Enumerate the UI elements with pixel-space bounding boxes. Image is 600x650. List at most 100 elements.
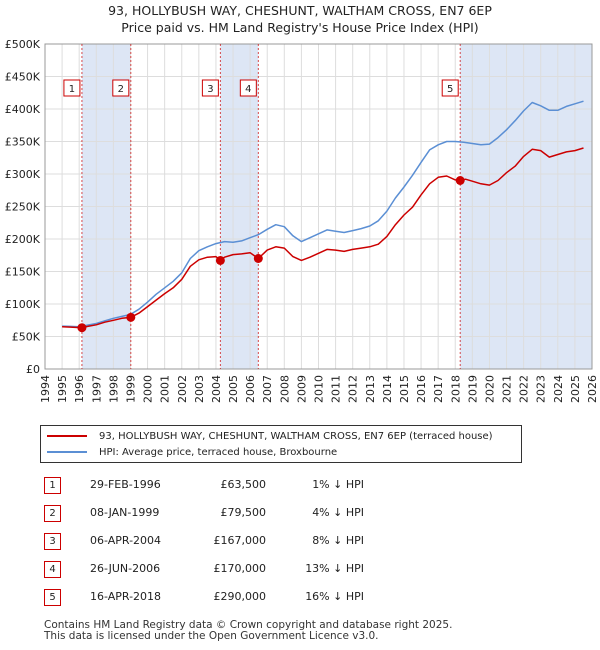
x-tick-label: 2004 [210,375,223,403]
y-tick-label: £350K [5,136,41,149]
x-tick-label: 2023 [535,375,548,403]
x-tick-label: 2013 [364,375,377,403]
sale-hpi-diff: 16% ↓ HPI [305,590,364,603]
footer-licence: This data is licensed under the Open Gov… [44,630,379,642]
x-tick-label: 1998 [107,375,120,403]
y-tick-label: £0 [26,363,40,376]
sale-label-number: 2 [118,84,124,95]
x-tick-label: 2020 [483,375,496,403]
sale-date: 08-JAN-1999 [90,506,160,519]
footer-copyright: Contains HM Land Registry data © Crown c… [44,619,453,631]
sale-label-box [441,79,459,97]
sales-table: 1 29-FEB-1996 £63,500 1% ↓ HPI 2 08-JAN-… [44,474,374,614]
sale-label-box [63,79,81,97]
sale-date: 29-FEB-1996 [90,478,161,491]
x-tick-label: 2015 [398,375,411,403]
sale-hpi-diff: 4% ↓ HPI [312,506,364,519]
sale-point [126,312,136,322]
sale-number-badge: 5 [44,589,61,606]
y-tick-label: £500K [5,38,41,51]
hpi-line [62,100,584,328]
x-tick-label: 1995 [56,375,69,403]
sale-row: 2 08-JAN-1999 £79,500 4% ↓ HPI [44,502,374,530]
x-tick-label: 2012 [347,375,360,403]
x-tick-label: 2025 [569,375,582,403]
sale-row: 1 29-FEB-1996 £63,500 1% ↓ HPI [44,474,374,502]
sale-date: 06-APR-2004 [90,534,162,547]
y-tick-label: £450K [5,71,41,84]
y-tick-label: £300K [5,168,41,181]
y-tick-label: £100K [5,298,41,311]
sale-point [215,255,225,265]
sale-point [77,323,87,333]
x-tick-label: 2024 [552,375,565,403]
x-tick-label: 2021 [501,375,514,403]
sale-row: 3 06-APR-2004 £167,000 8% ↓ HPI [44,530,374,558]
sale-row: 5 16-APR-2018 £290,000 16% ↓ HPI [44,586,374,614]
sale-row: 4 26-JUN-2006 £170,000 13% ↓ HPI [44,558,374,586]
sale-label-box [112,79,130,97]
price-chart: £0 £50K £100K £150K £200K £250K £300K £350K £400… [5,38,599,403]
x-tick-label: 2016 [415,375,428,403]
sale-number-badge: 1 [44,477,61,494]
x-tick-label: 2003 [193,375,206,403]
x-tick-label: 1996 [73,375,86,403]
x-tick-label: 2018 [449,375,462,403]
chart-subtitle: Price paid vs. HM Land Registry's House … [121,20,479,35]
y-tick-label: £400K [5,103,41,116]
x-tick-label: 2022 [518,375,531,403]
sale-price: £63,500 [220,478,267,491]
sale-hpi-diff: 1% ↓ HPI [312,478,364,491]
sale-number-badge: 2 [44,505,61,522]
y-tick-label: £250K [5,201,41,214]
sale-number-badge: 3 [44,533,61,550]
y-tick-label: £200K [5,233,41,246]
x-tick-label: 2008 [278,375,291,403]
legend: 93, HOLLYBUSH WAY, CHESHUNT, WALTHAM CRO… [40,425,522,463]
legend-property-swatch [47,435,87,437]
x-tick-label: 2007 [261,375,274,403]
x-tick-label: 2017 [432,375,445,403]
sale-number-badge: 4 [44,561,61,578]
legend-property-label: 93, HOLLYBUSH WAY, CHESHUNT, WALTHAM CRO… [99,430,493,442]
sale-label-box [239,79,257,97]
x-tick-label: 2014 [381,375,394,403]
sale-price: £290,000 [213,590,267,603]
sale-price: £79,500 [220,506,267,519]
x-tick-label: 2019 [466,375,479,403]
x-tick-label: 2006 [244,375,257,403]
x-tick-label: 1997 [90,375,103,403]
sale-label-box [201,79,219,97]
x-tick-label: 2011 [330,375,343,403]
y-tick-label: £150K [5,266,41,279]
sale-hpi-diff: 13% ↓ HPI [305,562,364,575]
sale-label-number: 5 [447,84,453,95]
plot-frame [44,43,593,370]
x-tick-label: 2010 [313,375,326,403]
x-tick-label: 2026 [586,375,599,403]
sale-date: 16-APR-2018 [90,590,162,603]
x-tick-label: 2002 [176,375,189,403]
sale-price: £167,000 [213,534,267,547]
sale-price: £170,000 [213,562,267,575]
sale-label-number: 3 [207,84,213,95]
sale-point [455,176,465,185]
footer: Contains HM Land Registry data © Crown c… [44,620,452,642]
property-price-line [62,147,584,329]
x-tick-label: 2001 [159,375,172,403]
x-tick-label: 2005 [227,375,240,403]
chart-title: 93, HOLLYBUSH WAY, CHESHUNT, WALTHAM CRO… [108,3,492,18]
sale-date: 26-JUN-2006 [90,562,161,575]
y-tick-label: £50K [12,331,41,344]
legend-hpi-swatch [47,451,87,453]
x-tick-label: 1994 [39,375,52,403]
legend-item-property: 93, HOLLYBUSH WAY, CHESHUNT, WALTHAM CRO… [47,429,493,443]
sale-label-number: 1 [69,84,75,95]
sale-hpi-diff: 8% ↓ HPI [312,534,364,547]
x-tick-label: 1999 [124,375,137,403]
x-tick-label: 2009 [295,375,308,403]
x-tick-label: 2000 [142,375,155,403]
legend-hpi-label: HPI: Average price, terraced house, Brox… [99,446,338,458]
sale-point [253,254,263,263]
sale-label-number: 4 [245,84,251,95]
